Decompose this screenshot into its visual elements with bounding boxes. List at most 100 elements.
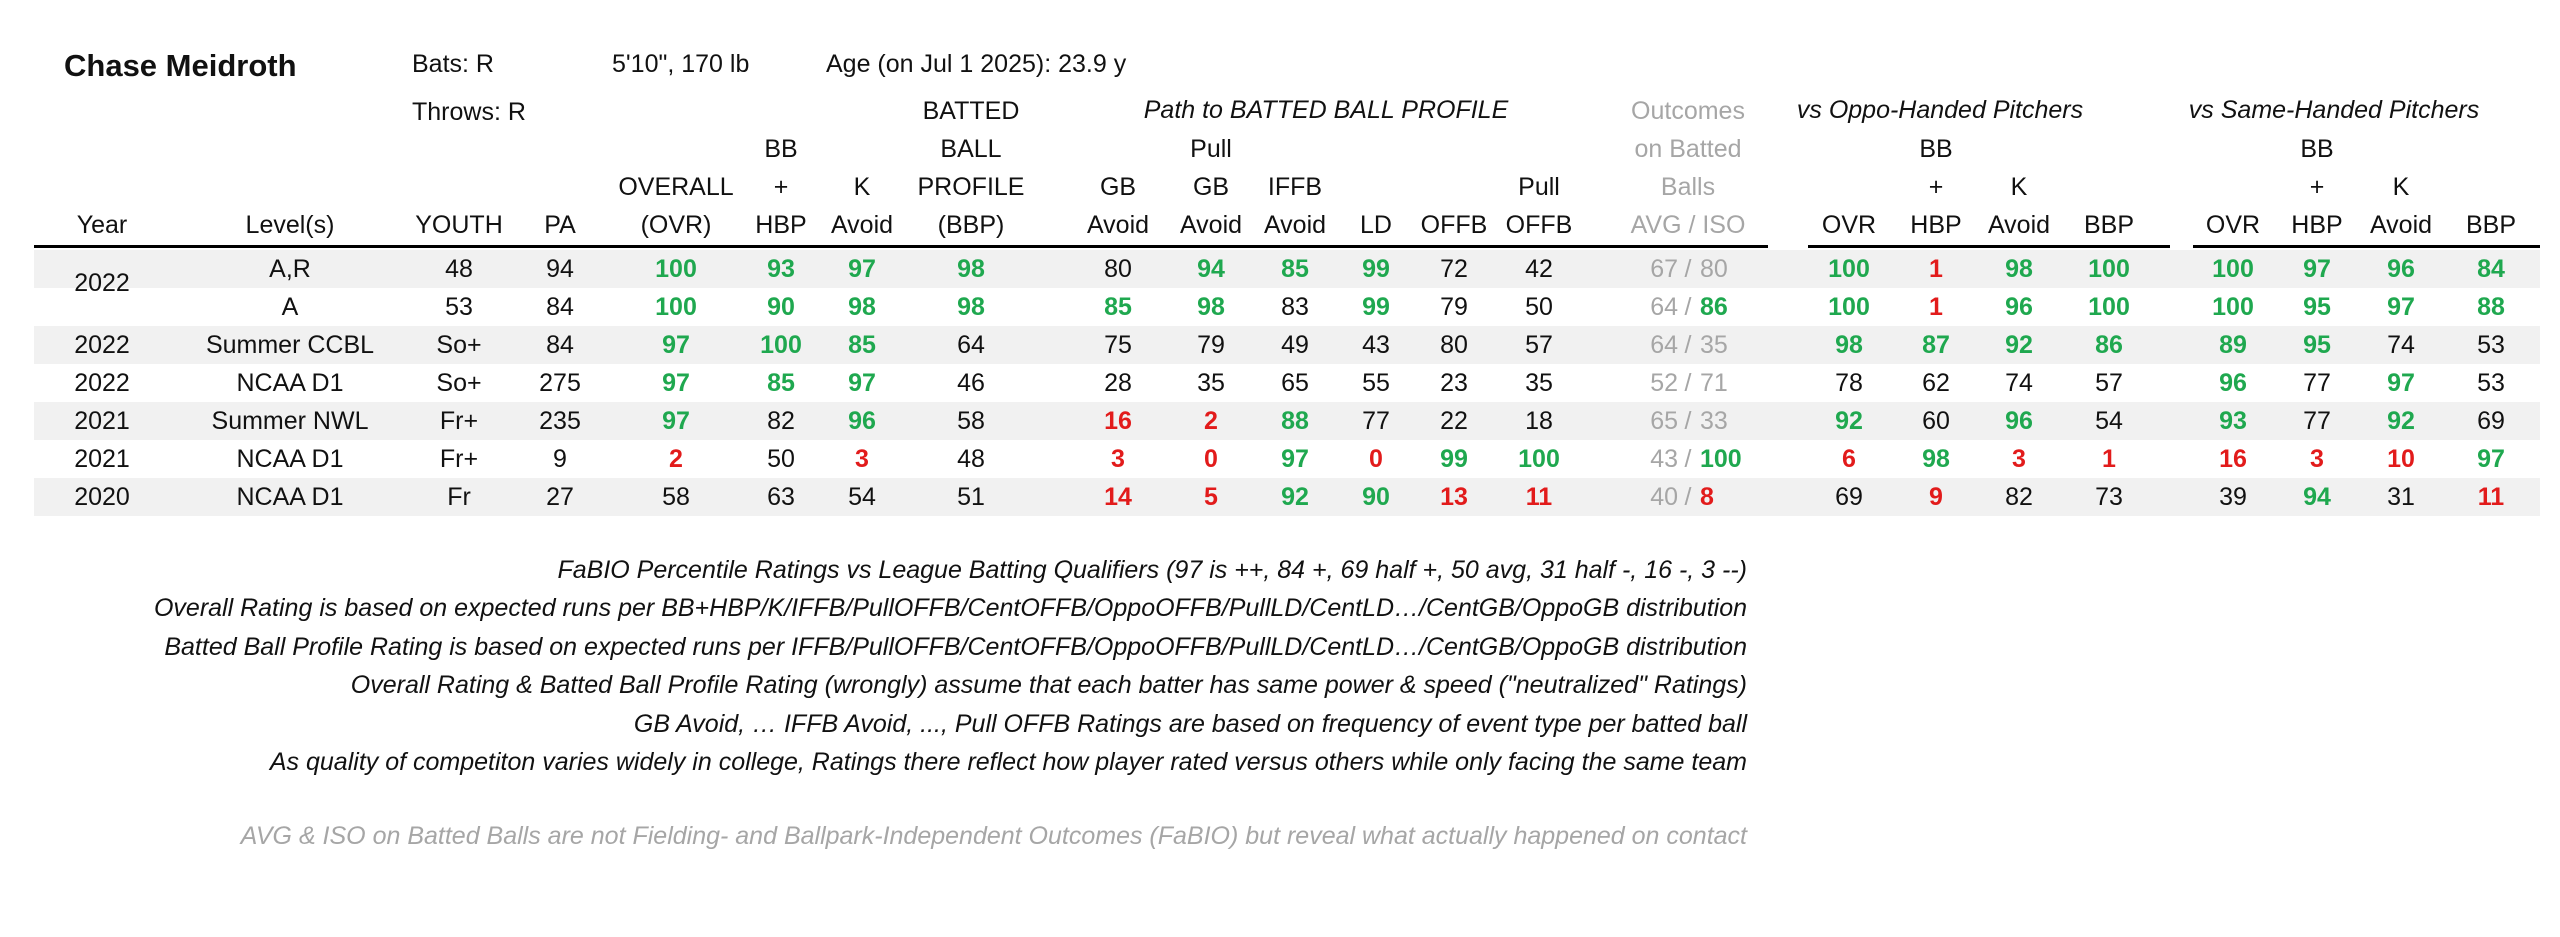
header-outcomes-line2: on Batted [1634,135,1742,163]
header-pullgb-line2: GB [1192,173,1230,201]
header-same-bbp: BBP [2465,211,2517,239]
cell-s-k: 31 [2387,483,2415,511]
cell-s-bbp: 11 [2477,483,2505,511]
cell-gb: 85 [1104,293,1132,321]
cell-s-bbp: 88 [2477,293,2505,321]
cell-s-ovr: 89 [2219,331,2247,359]
cell-pa: 94 [546,255,574,283]
cell-iso: 33 [1700,407,1728,435]
header-same-bb-line3: HBP [2291,211,2343,239]
cell-o-bb: 1 [1929,255,1943,283]
cell-s-bbp: 53 [2477,369,2505,397]
cell-avg-iso-separator: / [1684,407,1692,435]
cell-pa: 235 [539,407,581,435]
cell-k: 98 [848,293,876,321]
cell-poffb: 35 [1525,369,1553,397]
cell-bb: 100 [760,331,802,359]
cell-avg: 52 [1650,369,1678,397]
cell-s-ovr: 100 [2212,255,2254,283]
header-same-ovr: OVR [2205,211,2261,239]
cell-year: 2021 [74,407,130,435]
cell-iso: 80 [1700,255,1728,283]
cell-s-bb: 95 [2303,293,2331,321]
header-ld: LD [1360,211,1392,239]
cell-iso: 100 [1700,445,1742,473]
cell-bbp: 64 [957,331,985,359]
header-pullgb-line3: Avoid [1179,211,1243,239]
cell-avg-iso-separator: / [1684,293,1692,321]
header-pulloffb-line2: OFFB [1505,211,1573,239]
cell-pgb: 5 [1204,483,1218,511]
cell-level: Summer NWL [211,407,369,435]
header-rule-oppo [1808,245,2170,248]
cell-bbp: 58 [957,407,985,435]
cell-ovr: 58 [662,483,690,511]
height-weight-label: 5'10", 170 lb [612,50,750,78]
cell-ovr: 100 [655,293,697,321]
header-level: Level(s) [245,211,335,239]
cell-o-k: 74 [2005,369,2033,397]
cell-year: 2022 [74,331,130,359]
oppo-group-header: vs Oppo-Handed Pitchers [1796,96,2084,124]
cell-ld: 77 [1362,407,1390,435]
cell-avg-iso-separator: / [1684,445,1692,473]
cell-s-ovr: 96 [2219,369,2247,397]
cell-level: Summer CCBL [205,331,375,359]
path-group-header: Path to BATTED BALL PROFILE [1143,96,1509,124]
header-oppo-ovr: OVR [1821,211,1877,239]
cell-poffb: 11 [1525,483,1553,511]
cell-youth: Fr [447,483,471,511]
cell-k: 96 [848,407,876,435]
cell-iffb: 65 [1281,369,1309,397]
header-same-k-line1: K [2392,173,2410,201]
header-oppo-bb-line3: HBP [1910,211,1962,239]
header-oppo-bb-line1: BB [1919,135,1953,163]
cell-o-k: 96 [2005,293,2033,321]
cell-avg: 64 [1650,331,1678,359]
cell-youth: So+ [436,369,482,397]
cell-ovr: 97 [662,407,690,435]
cell-ld: 90 [1362,483,1390,511]
cell-s-k: 92 [2387,407,2415,435]
cell-poffb: 50 [1525,293,1553,321]
header-oppo-k-line1: K [2010,173,2028,201]
cell-iffb: 83 [1281,293,1309,321]
cell-avg: 43 [1650,445,1678,473]
cell-s-ovr: 100 [2212,293,2254,321]
cell-pa: 27 [546,483,574,511]
cell-gb: 16 [1104,407,1132,435]
cell-gb: 75 [1104,331,1132,359]
cell-iffb: 97 [1281,445,1309,473]
cell-avg-iso-separator: / [1684,255,1692,283]
cell-avg: 67 [1650,255,1678,283]
cell-ld: 0 [1369,445,1383,473]
cell-o-bbp: 86 [2095,331,2123,359]
cell-avg: 65 [1650,407,1678,435]
cell-youth: Fr+ [439,407,479,435]
cell-o-k: 82 [2005,483,2033,511]
merged-year-cell: 2022 [74,269,130,297]
cell-ovr: 2 [669,445,683,473]
cell-s-bb: 3 [2310,445,2324,473]
cell-o-k: 98 [2005,255,2033,283]
cell-gb: 14 [1104,483,1132,511]
cell-bb: 63 [767,483,795,511]
cell-bbp: 98 [957,293,985,321]
cell-bbp: 98 [957,255,985,283]
cell-bb: 82 [767,407,795,435]
header-ovr-line2: (OVR) [640,211,712,239]
cell-k: 54 [848,483,876,511]
cell-o-bbp: 100 [2088,293,2130,321]
header-ovr-line1: OVERALL [618,173,734,201]
cell-o-bbp: 73 [2095,483,2123,511]
cell-ovr: 97 [662,331,690,359]
cell-year: 2020 [74,483,130,511]
cell-pgb: 0 [1204,445,1218,473]
cell-bbp: 48 [957,445,985,473]
cell-bbp: 51 [957,483,985,511]
cell-o-k: 92 [2005,331,2033,359]
cell-offb: 22 [1440,407,1468,435]
cell-o-ovr: 100 [1828,293,1870,321]
cell-o-bb: 98 [1922,445,1950,473]
header-k-line1: K [853,173,871,201]
